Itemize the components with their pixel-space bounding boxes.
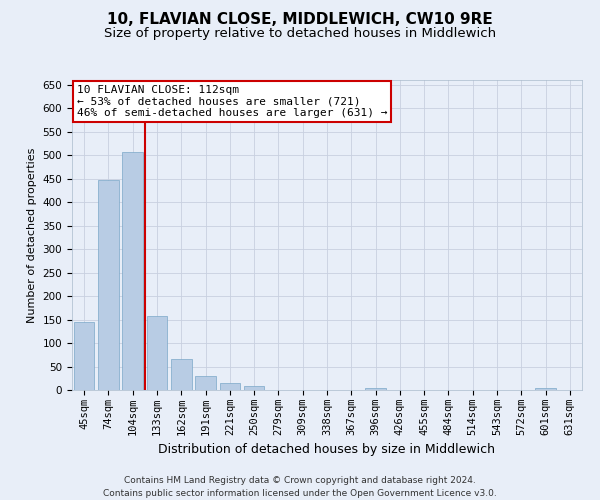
Text: Size of property relative to detached houses in Middlewich: Size of property relative to detached ho… bbox=[104, 28, 496, 40]
X-axis label: Distribution of detached houses by size in Middlewich: Distribution of detached houses by size … bbox=[158, 444, 496, 456]
Bar bbox=[195, 376, 216, 390]
Bar bbox=[244, 386, 265, 390]
Bar bbox=[74, 322, 94, 390]
Bar bbox=[535, 388, 556, 390]
Text: Contains HM Land Registry data © Crown copyright and database right 2024.
Contai: Contains HM Land Registry data © Crown c… bbox=[103, 476, 497, 498]
Y-axis label: Number of detached properties: Number of detached properties bbox=[27, 148, 37, 322]
Text: 10, FLAVIAN CLOSE, MIDDLEWICH, CW10 9RE: 10, FLAVIAN CLOSE, MIDDLEWICH, CW10 9RE bbox=[107, 12, 493, 28]
Bar bbox=[220, 384, 240, 390]
Text: 10 FLAVIAN CLOSE: 112sqm
← 53% of detached houses are smaller (721)
46% of semi-: 10 FLAVIAN CLOSE: 112sqm ← 53% of detach… bbox=[77, 84, 388, 118]
Bar bbox=[122, 152, 143, 390]
Bar bbox=[146, 316, 167, 390]
Bar bbox=[171, 359, 191, 390]
Bar bbox=[98, 180, 119, 390]
Bar bbox=[365, 388, 386, 390]
